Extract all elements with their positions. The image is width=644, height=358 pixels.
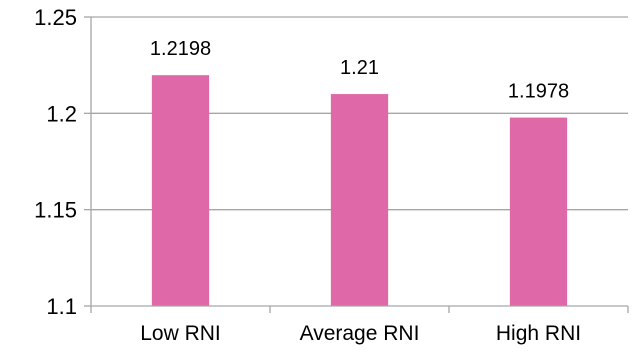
bars: [151, 75, 568, 307]
x-category-label: Average RNI: [300, 322, 420, 345]
y-tick-label: 1.25: [34, 5, 77, 30]
data-label: 1.1978: [508, 81, 569, 103]
x-category-label: Low RNI: [140, 322, 221, 345]
y-tick-label: 1.15: [34, 198, 77, 223]
data-label: 1.2198: [150, 38, 211, 60]
bar: [509, 117, 568, 307]
bar: [330, 94, 389, 306]
x-category-label: High RNI: [496, 322, 581, 345]
data-label: 1.21: [340, 57, 379, 79]
axes: [84, 16, 629, 313]
y-tick-label: 1.2: [46, 101, 77, 126]
bar: [151, 75, 210, 306]
labels: 1.1 1.15 1.2 1.25 1.2198 Low RNI 1.21 Average R…: [34, 5, 581, 345]
y-tick-label: 1.1: [46, 294, 77, 319]
